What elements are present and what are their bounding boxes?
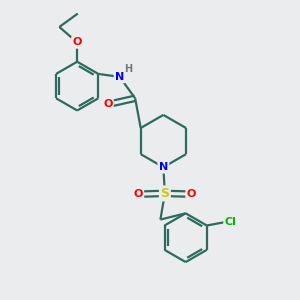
- Text: N: N: [115, 72, 124, 82]
- Text: Cl: Cl: [225, 217, 236, 227]
- Text: O: O: [187, 189, 196, 199]
- Text: O: O: [103, 99, 112, 109]
- Text: N: N: [159, 162, 168, 172]
- Text: H: H: [124, 64, 132, 74]
- Text: O: O: [73, 38, 82, 47]
- Text: O: O: [134, 189, 143, 199]
- Text: S: S: [160, 187, 169, 200]
